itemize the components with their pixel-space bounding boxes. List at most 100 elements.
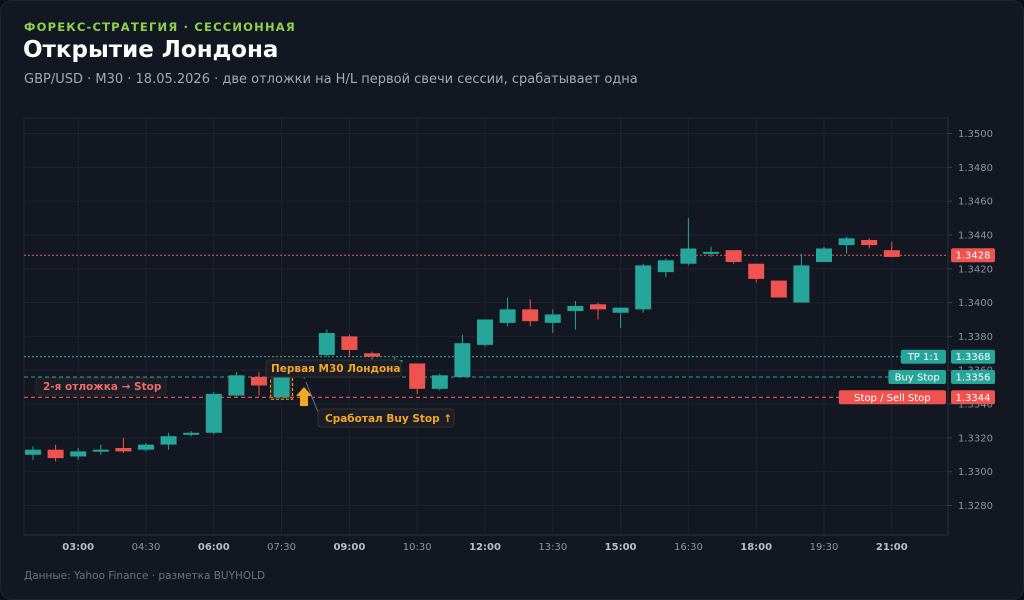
page-title: Открытие Лондона [23,37,279,63]
buy-stop-tag: Buy Stop [895,372,940,383]
strategy-kicker: ФОРЕКС-СТРАТЕГИЯ · СЕССИОННАЯ [24,20,296,34]
sell-stop-price-box [951,390,995,405]
candle-body [364,353,380,357]
candle-body [748,263,765,279]
candle-body [499,309,516,323]
candle [680,218,697,266]
candle-body [635,265,652,310]
data-source-footer: Данные: Yahoo Finance · разметка BUYHOLD [24,570,266,582]
candle [25,446,41,460]
candle [748,263,765,283]
candle [364,351,380,361]
candle-body [477,319,493,345]
x-tick-label: 03:00 [62,542,94,553]
candle [612,307,629,328]
candle [341,334,358,357]
candle [838,236,855,254]
candle-body [431,375,448,389]
buy-stop-price-label: 1.3356 [956,372,991,383]
x-tick-label: 18:00 [740,542,772,553]
y-tick-label: 1.3340 [958,400,993,411]
sell-stop-tag: Stop / Sell Stop [854,393,930,404]
sell-stop-tag-box [838,390,946,405]
candle [160,432,177,450]
buy-stop-price-box [951,369,995,384]
candle-body [770,280,787,298]
candle [657,258,674,278]
candle [431,373,448,391]
current-price-box [951,248,995,263]
x-tick-label: 04:30 [132,542,161,553]
candle-body [138,444,154,450]
tp-tag: TP 1:1 [907,352,939,363]
candle [793,253,810,303]
y-tick-label: 1.3320 [958,433,993,444]
x-tick-label: 06:00 [198,542,230,553]
candle [454,334,471,377]
x-tick-label: 15:00 [605,542,637,553]
y-tick-label: 1.3500 [958,129,993,140]
candle-body [183,432,200,435]
candle-body [454,343,471,377]
triggered-label: Сработал Buy Stop ↑ [325,413,452,425]
candle [499,297,516,327]
candle [861,238,878,249]
candle-body [725,250,742,263]
candle [115,437,132,454]
candle [567,300,584,330]
candle-body [92,449,109,452]
second-order-label: 2-я отложка → Stop [43,381,162,393]
x-tick-label: 16:30 [674,542,703,553]
candle-body [680,248,697,264]
candle-body [590,304,606,310]
candle [725,250,742,264]
candle [251,371,267,396]
candle [318,329,335,357]
y-tick-label: 1.3460 [958,197,993,208]
x-tick-label: 09:00 [333,542,365,553]
first-candle-label-box [265,359,402,378]
x-tick-label: 10:30 [403,542,432,553]
current-price-label: 1.3428 [956,251,991,262]
y-tick-label: 1.3300 [958,467,993,478]
candle [92,444,109,455]
y-tick-label: 1.3280 [958,501,993,512]
sell-stop-price-label: 1.3344 [956,393,991,404]
candle-body [341,336,358,350]
chart-subtitle: GBP/USD · M30 · 18.05.2026 · две отложки… [24,72,638,87]
candle-body [612,307,629,313]
candle [228,371,245,398]
candle [138,442,154,452]
candle-body [883,250,900,257]
candle-body [47,449,64,459]
candle [816,246,832,263]
up-arrow-icon [296,387,312,406]
y-tick-label: 1.3480 [958,163,993,174]
triggered-label-box [317,408,455,428]
candle [183,431,200,437]
candle-body [25,449,41,455]
candle [477,319,493,347]
candle-body [816,248,832,263]
candle-body [522,309,539,322]
x-tick-label: 13:30 [538,542,567,553]
candle [635,263,652,313]
candle [522,299,539,327]
candle-body [115,448,132,452]
candle-body [861,240,878,246]
candle-body [544,314,561,323]
candle-body [838,238,855,246]
candle-body [793,265,810,303]
candle-body [409,363,426,389]
y-tick-label: 1.3440 [958,230,993,241]
x-tick-label: 19:30 [810,542,839,553]
candle-body [160,436,177,445]
candle [544,309,561,334]
candle-body [657,260,674,273]
candle-body [228,375,245,396]
tp-price-box [951,349,995,364]
x-tick-label: 21:00 [876,542,908,553]
candle-body [703,251,719,254]
candle [273,376,290,398]
triggered-leader-line [305,381,319,413]
